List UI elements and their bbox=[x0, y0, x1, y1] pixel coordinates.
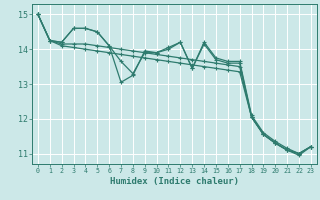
X-axis label: Humidex (Indice chaleur): Humidex (Indice chaleur) bbox=[110, 177, 239, 186]
